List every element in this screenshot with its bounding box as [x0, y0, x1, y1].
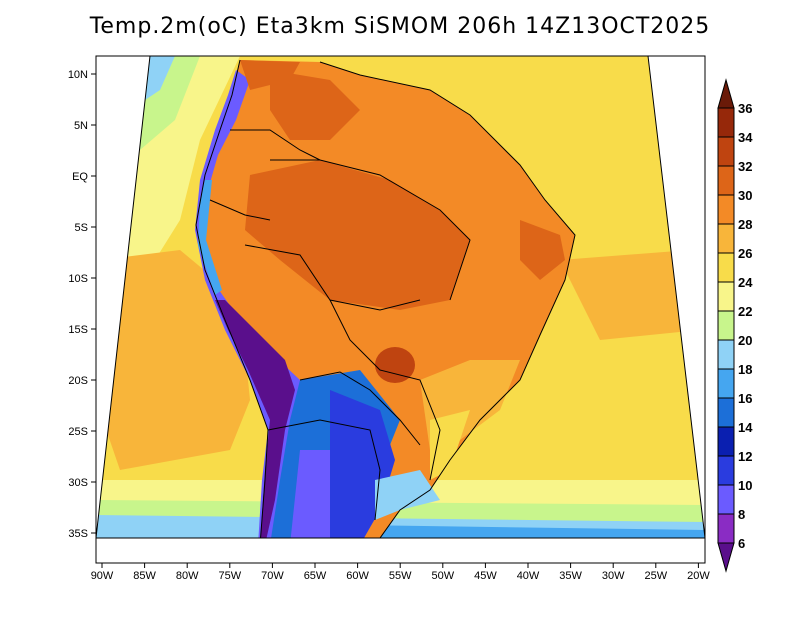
- lat-tick-label: 20S: [68, 375, 88, 387]
- colorbar-segment: [717, 484, 735, 515]
- colorbar-label: 10: [738, 478, 752, 493]
- lon-tick-label: 55W: [389, 570, 412, 582]
- colorbar-bottom-arrow: [717, 542, 735, 573]
- colorbar-label: 18: [738, 362, 752, 377]
- colorbar-label: 32: [738, 159, 752, 174]
- country-borders: [195, 59, 576, 538]
- lat-tick-label: 5N: [74, 120, 88, 132]
- lon-tick-label: 75W: [218, 570, 241, 582]
- lon-tick-label: 60W: [346, 570, 369, 582]
- longitude-axis: 90W 85W 80W 75W 70W 65W 60W 55W 50W 45W 40W 35W 30W 2…: [91, 563, 710, 582]
- colorbar-segment: [717, 455, 735, 486]
- colorbar-segment: [717, 194, 735, 225]
- colorbar-segment: [717, 426, 735, 457]
- colorbar-top-arrow: [717, 78, 735, 109]
- lon-tick-label: 40W: [517, 570, 540, 582]
- colorbar-label: 30: [738, 188, 752, 203]
- colorbar-label: 22: [738, 304, 752, 319]
- colorbar-segment: [717, 223, 735, 254]
- lat-tick-label: EQ: [72, 171, 88, 183]
- lat-tick-label: 30S: [68, 477, 88, 489]
- colorbar-segment: [717, 165, 735, 196]
- colorbar-label: 8: [738, 507, 745, 522]
- lon-tick-label: 20W: [687, 570, 710, 582]
- colorbar-segment: [717, 310, 735, 341]
- lat-tick-label: 10S: [68, 273, 88, 285]
- lat-tick-label: 5S: [75, 222, 88, 234]
- colorbar-label: 12: [738, 449, 752, 464]
- colorbar-label: 36: [738, 101, 752, 116]
- lon-tick-label: 45W: [474, 570, 497, 582]
- colorbar-segment: [717, 107, 735, 138]
- temperature-field: [96, 56, 705, 538]
- colorbar-segment: [717, 513, 735, 544]
- colorbar-segment: [717, 281, 735, 312]
- lat-tick-label: 25S: [68, 426, 88, 438]
- lon-tick-label: 35W: [559, 570, 582, 582]
- lon-tick-label: 25W: [644, 570, 667, 582]
- colorbar-label: 16: [738, 391, 752, 406]
- colorbar-label: 26: [738, 246, 752, 261]
- colorbar-segment: [717, 339, 735, 370]
- colorbar-segment: [717, 368, 735, 399]
- map-title: Temp.2m(oC) Eta3km SiSMOM 206h 14Z13OCT2…: [89, 14, 711, 39]
- lon-tick-label: 85W: [133, 570, 156, 582]
- colorbar-label: 34: [738, 130, 753, 145]
- lon-tick-label: 50W: [431, 570, 454, 582]
- colorbar-segment: [717, 252, 735, 283]
- colorbar: 36 34 32 30 28 26 24 22 20 18 16 14 12 10 8 6: [717, 78, 753, 573]
- colorbar-label: 6: [738, 536, 745, 551]
- lon-tick-label: 90W: [91, 570, 114, 582]
- colorbar-segment: [717, 397, 735, 428]
- colorbar-label: 14: [738, 420, 753, 435]
- lat-tick-label: 10N: [68, 69, 88, 81]
- lat-tick-label: 35S: [68, 528, 88, 540]
- lon-tick-label: 65W: [304, 570, 327, 582]
- colorbar-segment: [717, 136, 735, 167]
- colorbar-label: 20: [738, 333, 752, 348]
- lon-tick-label: 80W: [176, 570, 199, 582]
- colorbar-label: 28: [738, 217, 752, 232]
- lon-tick-label: 70W: [261, 570, 284, 582]
- lon-tick-label: 30W: [602, 570, 625, 582]
- colorbar-label: 24: [738, 275, 753, 290]
- lat-tick-label: 15S: [68, 324, 88, 336]
- latitude-axis: 10N 5N EQ 5S 10S 15S 20S 25S 30S 35S: [68, 69, 96, 540]
